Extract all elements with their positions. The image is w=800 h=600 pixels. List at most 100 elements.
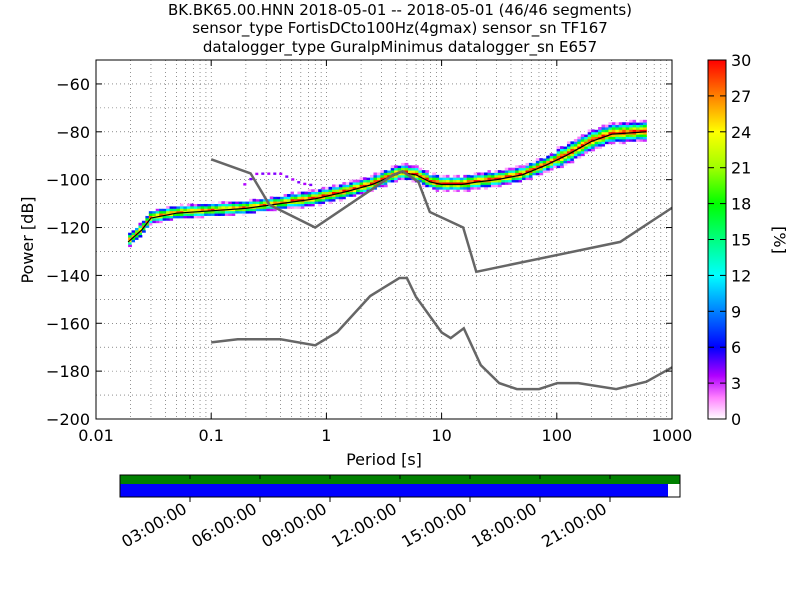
psd-cell — [528, 172, 533, 176]
psd-cell — [135, 229, 139, 233]
timeline-tick-label: 12:00:00 — [328, 499, 400, 551]
psd-cell — [625, 124, 630, 128]
psd-cell — [214, 208, 219, 212]
psd-cell — [642, 138, 647, 142]
psd-cell — [636, 131, 640, 135]
psd-cell — [217, 201, 222, 204]
psd-cell — [401, 162, 405, 166]
psd-cell — [591, 134, 596, 137]
psd-cell — [262, 201, 267, 204]
psd-cell — [352, 191, 357, 195]
psd-cell — [390, 179, 395, 183]
psd-cell — [238, 203, 243, 207]
psd-cell — [204, 215, 208, 219]
psd-cell — [570, 155, 575, 159]
psd-cell — [159, 217, 164, 221]
psd-cell — [549, 162, 554, 166]
psd-cell — [570, 160, 575, 164]
psd-cell — [604, 127, 609, 130]
x-tick-label: 1000 — [652, 426, 693, 445]
psd-cell — [345, 191, 350, 195]
psd-cell — [148, 213, 153, 216]
psd-cell — [193, 201, 198, 204]
psd-cell — [370, 182, 374, 185]
psd-cell — [511, 170, 516, 173]
psd-cell — [307, 198, 312, 202]
psd-cell — [173, 215, 177, 219]
psd-cell — [449, 179, 454, 183]
psd-cell — [152, 213, 157, 216]
psd-cell — [618, 124, 623, 128]
psd-cell — [404, 167, 409, 171]
psd-cell — [370, 174, 374, 178]
psd-cell — [249, 198, 253, 202]
nlnm-curve — [211, 276, 672, 391]
psd-cell — [594, 143, 599, 147]
psd-cell — [356, 179, 361, 183]
psd-cell — [321, 189, 326, 193]
psd-cell — [328, 198, 333, 202]
psd-cell — [449, 182, 454, 185]
psd-cell — [456, 182, 461, 185]
psd-cell — [563, 146, 568, 149]
psd-cell — [442, 189, 447, 193]
psd-cell — [439, 186, 443, 190]
psd-cell — [584, 136, 589, 140]
psd-cell — [615, 138, 620, 142]
psd-cell — [304, 201, 309, 204]
psd-cell — [259, 196, 264, 200]
psd-cell — [383, 182, 388, 185]
psd-cell — [639, 136, 644, 140]
psd-cell — [408, 177, 412, 181]
psd-cell — [238, 210, 243, 214]
psd-cell — [300, 201, 305, 204]
psd-cell — [511, 172, 516, 176]
psd-cell — [622, 141, 627, 145]
psd-cell — [477, 172, 481, 176]
psd-cell — [546, 167, 551, 171]
x-tick-label: 0.1 — [198, 426, 223, 445]
psd-cell — [331, 191, 336, 195]
psd-cell — [642, 119, 647, 123]
psd-cell — [497, 170, 502, 173]
psd-cell — [255, 172, 259, 176]
psd-cell — [535, 158, 540, 161]
psd-cell — [622, 122, 627, 126]
psd-cell — [242, 210, 247, 214]
psd-cell — [217, 203, 222, 207]
psd-cell — [539, 172, 544, 176]
psd-cell — [193, 205, 198, 209]
psd-cell — [366, 177, 371, 181]
psd-cell — [204, 213, 208, 216]
psd-cell — [477, 186, 481, 190]
psd-cell — [484, 184, 488, 188]
psd-cell — [141, 217, 146, 221]
psd-cell — [135, 234, 139, 238]
psd-cell — [487, 174, 492, 178]
psd-cell — [211, 208, 215, 212]
psd-cell — [148, 222, 153, 226]
psd-cell — [276, 194, 281, 197]
psd-cell — [128, 232, 132, 236]
psd-cell — [325, 196, 329, 200]
psd-cell — [235, 201, 240, 204]
psd-cell — [425, 182, 430, 185]
psd-cell — [394, 170, 399, 173]
psd-cell — [580, 138, 585, 142]
psd-cell — [231, 198, 236, 202]
psd-cell — [255, 208, 260, 212]
psd-cell — [563, 150, 568, 154]
psd-cell — [535, 170, 540, 173]
psd-cell — [138, 227, 143, 231]
psd-cell — [131, 239, 136, 243]
psd-cell — [366, 182, 371, 185]
psd-cell — [511, 167, 516, 171]
psd-cell — [446, 177, 450, 181]
psd-cell — [314, 198, 319, 202]
psd-cell — [494, 177, 499, 181]
psd-cell — [221, 203, 226, 207]
psd-cell — [439, 182, 443, 185]
psd-cell — [573, 138, 578, 142]
psd-cell — [169, 210, 174, 214]
psd-cell — [560, 146, 564, 149]
